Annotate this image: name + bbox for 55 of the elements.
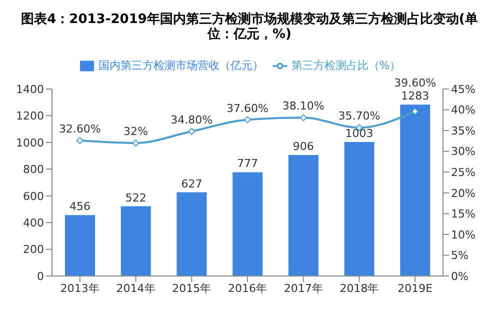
bar (176, 192, 207, 276)
point (412, 108, 419, 115)
y-tick-label: 1200 (16, 110, 44, 123)
point (244, 116, 251, 124)
point (300, 114, 307, 122)
x-tick-label: 2017年 (284, 282, 323, 295)
y2-tick-label: 40% (451, 104, 476, 117)
x-tick-label: 2014年 (116, 282, 156, 295)
data-label: 38.10% (282, 100, 324, 113)
data-label: 522 (125, 191, 146, 204)
bar (65, 215, 95, 276)
data-label: 37.60% (226, 102, 268, 115)
bar (400, 104, 430, 276)
bar (344, 142, 374, 276)
x-tick-label: 2016年 (228, 282, 267, 295)
data-label: 906 (292, 140, 314, 153)
point (188, 128, 196, 135)
chart-title: 图表4：2013-2019年国内第三方检测市场规模变动及第三方检测占比变动(单位：亿元，%) (20, 10, 479, 42)
y2-tick-label: 45% (451, 82, 476, 96)
y2-tick-label: 5% (451, 249, 468, 262)
data-label: 1003 (345, 127, 374, 140)
y-tick-label: 1400 (16, 82, 44, 96)
data-label: 777 (237, 157, 258, 170)
y2-tick-label: 10% (451, 228, 476, 242)
bar (288, 154, 318, 276)
y-tick-label: 600 (23, 190, 44, 203)
data-label: 627 (181, 177, 202, 190)
legend-label: 国内第三方检测市场营收（亿元） (98, 59, 264, 72)
y-tick-label: 800 (23, 163, 44, 176)
y2-tick-label: 15% (451, 208, 476, 221)
x-tick-label: 2019E (398, 282, 433, 295)
x-tick-label: 2018年 (340, 282, 379, 295)
legend-label: 第三方检测占比（%） (291, 59, 401, 72)
y-tick-label: 1000 (16, 136, 44, 150)
data-label: 34.80% (170, 113, 213, 126)
data-label: 1283 (401, 90, 430, 103)
bar (120, 206, 151, 276)
x-tick-label: 2013年 (60, 282, 100, 295)
x-tick-label: 2015年 (172, 282, 212, 295)
y-tick-label: 200 (23, 243, 44, 256)
y2-tick-label: 35% (451, 124, 476, 138)
y-tick-label: 400 (23, 216, 44, 230)
data-label: 39.60% (394, 76, 436, 90)
bar (232, 172, 263, 276)
y2-tick-label: 25% (451, 166, 476, 180)
point (76, 137, 84, 144)
y2-tick-label: 30% (451, 145, 476, 158)
y-tick-label: 0 (37, 270, 44, 283)
data-label: 32.60% (58, 122, 101, 136)
data-label: 456 (70, 200, 90, 214)
point (132, 140, 140, 147)
data-label: 32% (124, 125, 148, 138)
y2-tick-label: 0% (451, 270, 468, 283)
y2-tick-label: 20% (451, 186, 476, 200)
data-label: 35.70% (338, 110, 380, 123)
